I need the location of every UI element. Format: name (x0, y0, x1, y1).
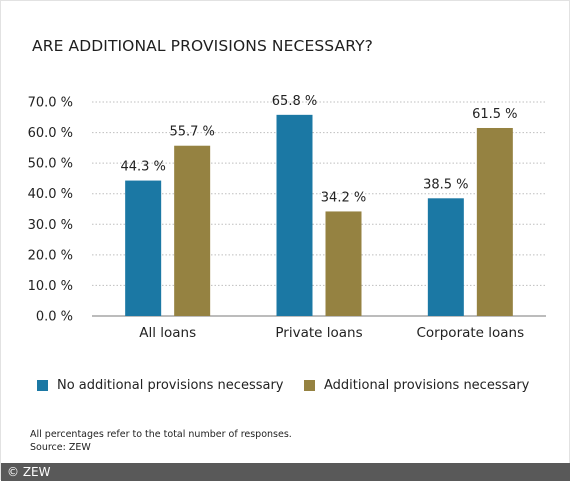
legend-swatch (304, 379, 315, 391)
bar (325, 211, 362, 316)
legend-swatch (37, 379, 48, 391)
data-label: 38.5 % (423, 177, 468, 192)
y-tick-label: 10.0 % (28, 279, 73, 294)
bar-chart: 0.0 % 10.0 % 20.0 % 30.0 % 40.0 % 50.0 % 60.0 … (28, 94, 546, 341)
x-tick-label: Corporate loans (417, 325, 525, 341)
source-text: Source: ZEW (30, 442, 91, 453)
data-label: 44.3 % (120, 160, 165, 175)
y-tick-label: 30.0 % (28, 218, 73, 233)
bar (125, 180, 162, 316)
copyright-bar: © ZEW (1, 463, 570, 481)
footnote: All percentages refer to the total numbe… (30, 428, 292, 454)
legend-label: No additional provisions necessary (57, 377, 284, 393)
bar (276, 114, 313, 316)
chart-title: ARE ADDITIONAL PROVISIONS NECESSARY? (32, 37, 373, 55)
data-label: 65.8 % (272, 94, 317, 109)
data-label: 61.5 % (472, 107, 517, 122)
legend-item-additional-provisions: Additional provisions necessary (304, 376, 529, 394)
legend-item-no-additional-provisions: No additional provisions necessary (37, 376, 284, 394)
bar (427, 198, 464, 316)
bar (174, 145, 211, 316)
legend-label: Additional provisions necessary (324, 377, 530, 393)
y-tick-label: 0.0 % (36, 310, 73, 325)
y-tick-label: 50.0 % (28, 157, 73, 172)
x-tick-label: All loans (139, 325, 196, 341)
data-label: 55.7 % (169, 125, 214, 140)
bar (476, 127, 513, 316)
data-label: 34.2 % (321, 190, 366, 205)
y-tick-label: 60.0 % (28, 126, 73, 141)
y-tick-label: 40.0 % (28, 187, 73, 202)
x-tick-label: Private loans (275, 325, 362, 341)
y-tick-label: 20.0 % (28, 248, 73, 263)
footnote-text: All percentages refer to the total numbe… (30, 429, 292, 440)
y-tick-label: 70.0 % (28, 96, 73, 111)
